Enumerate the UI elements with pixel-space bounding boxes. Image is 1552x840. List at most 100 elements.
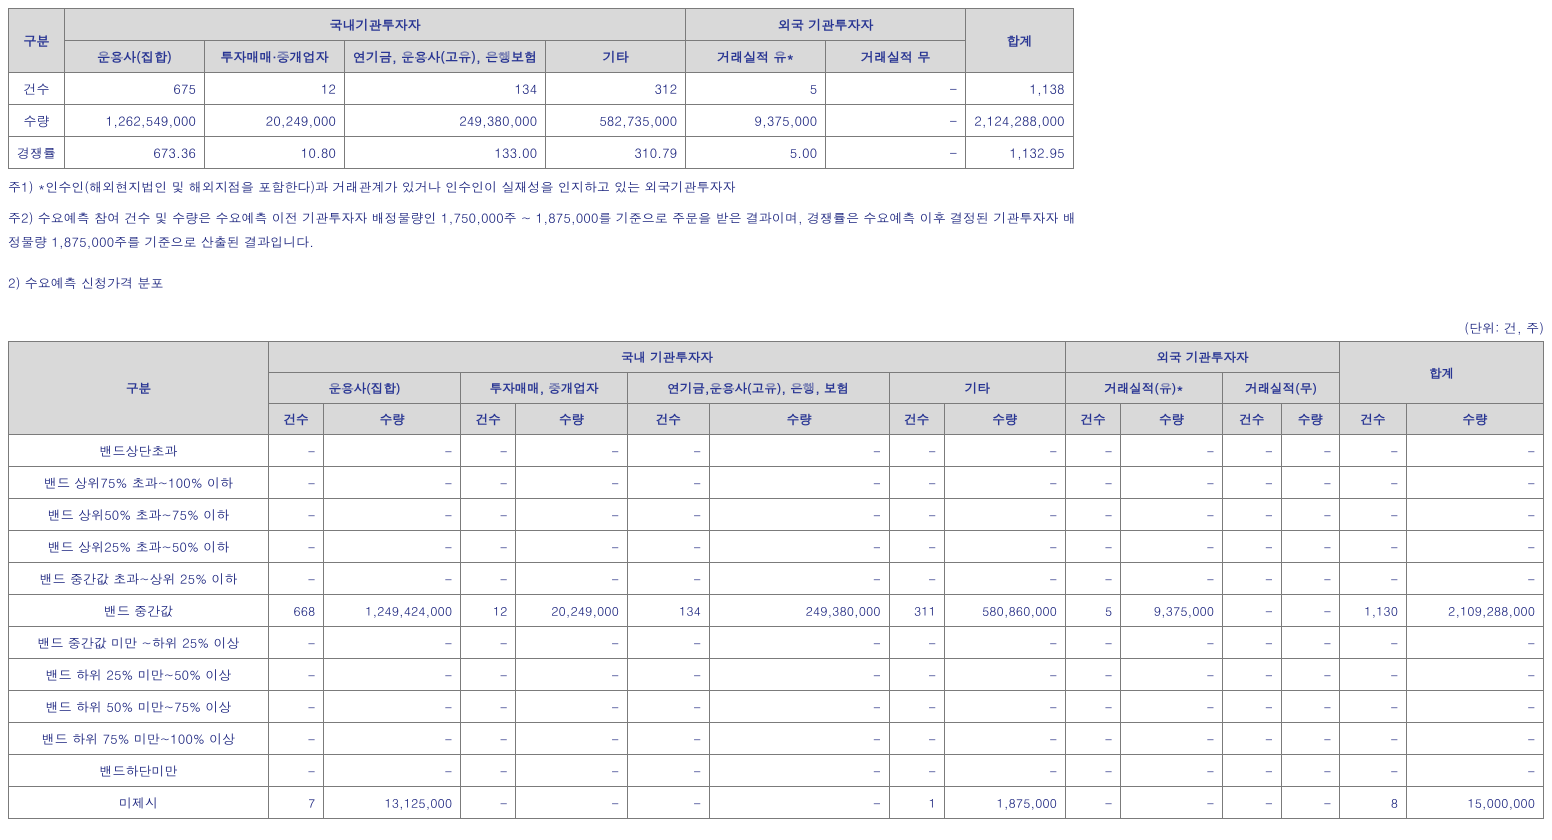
cell: - <box>944 435 1065 467</box>
cell: 9,375,000 <box>1121 595 1223 627</box>
cell: 249,380,000 <box>345 105 546 137</box>
cell: - <box>1121 531 1223 563</box>
t1-header-category: 구분 <box>9 9 65 73</box>
cell: - <box>269 435 324 467</box>
cell: - <box>826 73 966 105</box>
cell: - <box>709 627 889 659</box>
cell: - <box>889 499 944 531</box>
cell: - <box>1281 531 1340 563</box>
footnote-1: 주1) *인수인(해외현지법인 및 해외지점을 포함한다)과 거래관계가 있거나… <box>8 175 1544 200</box>
table-row: 밴드 상위50% 초과~75% 이하-------------- <box>9 499 1544 531</box>
cell: - <box>1065 435 1120 467</box>
t1-subhead: 기타 <box>546 41 686 73</box>
cell: - <box>269 659 324 691</box>
cell: - <box>826 105 966 137</box>
t2-leaf-header: 건수 <box>1065 404 1120 435</box>
cell: 582,735,000 <box>546 105 686 137</box>
cell: - <box>1121 659 1223 691</box>
cell: - <box>709 755 889 787</box>
cell: - <box>516 787 627 819</box>
cell: - <box>1281 755 1340 787</box>
cell: - <box>1340 563 1407 595</box>
t1-subhead: 거래실적 유* <box>686 41 826 73</box>
cell: - <box>1407 723 1544 755</box>
cell: - <box>709 499 889 531</box>
cell: - <box>1340 659 1407 691</box>
t2-group-header: 운용사(집합) <box>269 373 461 404</box>
cell: - <box>889 755 944 787</box>
cell: - <box>1065 531 1120 563</box>
table-row: 밴드 하위 25% 미만~50% 이상-------------- <box>9 659 1544 691</box>
cell: - <box>944 659 1065 691</box>
cell: - <box>627 755 709 787</box>
cell: - <box>516 531 627 563</box>
cell: - <box>324 723 461 755</box>
cell: - <box>461 563 516 595</box>
t2-header-foreign: 외국 기관투자자 <box>1065 342 1339 373</box>
cell: - <box>516 563 627 595</box>
cell: - <box>269 723 324 755</box>
cell: 2,124,288,000 <box>966 105 1073 137</box>
cell: - <box>1223 531 1282 563</box>
cell: - <box>709 563 889 595</box>
cell: 1,875,000 <box>944 787 1065 819</box>
cell: - <box>709 531 889 563</box>
cell: - <box>889 691 944 723</box>
cell: - <box>1121 755 1223 787</box>
cell: - <box>1281 595 1340 627</box>
cell: - <box>516 435 627 467</box>
row-label: 밴드하단미만 <box>9 755 269 787</box>
t2-leaf-header: 건수 <box>889 404 944 435</box>
cell: - <box>516 499 627 531</box>
cell: - <box>269 467 324 499</box>
table-row: 밴드 중간값 미만 ~하위 25% 이상-------------- <box>9 627 1544 659</box>
cell: - <box>269 531 324 563</box>
footnote-2: 주2) 수요예측 참여 건수 및 수량은 수요예측 이전 기관투자자 배정물량인… <box>8 206 1088 255</box>
cell: - <box>627 787 709 819</box>
cell: 15,000,000 <box>1407 787 1544 819</box>
cell: - <box>1281 787 1340 819</box>
cell: - <box>1223 723 1282 755</box>
cell: - <box>944 723 1065 755</box>
t1-subhead: 운용사(집합) <box>65 41 205 73</box>
cell: - <box>627 659 709 691</box>
cell: - <box>269 755 324 787</box>
cell: 12 <box>461 595 516 627</box>
cell: - <box>1065 627 1120 659</box>
cell: - <box>1223 659 1282 691</box>
cell: - <box>1065 499 1120 531</box>
cell: 675 <box>65 73 205 105</box>
cell: 5 <box>686 73 826 105</box>
cell: - <box>1281 563 1340 595</box>
cell: - <box>1065 659 1120 691</box>
cell: - <box>889 435 944 467</box>
t2-leaf-header: 수량 <box>516 404 627 435</box>
cell: - <box>324 563 461 595</box>
cell: - <box>889 531 944 563</box>
cell: - <box>627 435 709 467</box>
cell: - <box>944 627 1065 659</box>
row-label: 미제시 <box>9 787 269 819</box>
table-row: 밴드하단미만-------------- <box>9 755 1544 787</box>
cell: 8 <box>1340 787 1407 819</box>
t2-header-domestic: 국내 기관투자자 <box>269 342 1066 373</box>
cell: 13,125,000 <box>324 787 461 819</box>
cell: 133.00 <box>345 137 546 169</box>
cell: - <box>1223 563 1282 595</box>
cell: - <box>1223 627 1282 659</box>
cell: - <box>1407 691 1544 723</box>
cell: 580,860,000 <box>944 595 1065 627</box>
cell: 249,380,000 <box>709 595 889 627</box>
cell: - <box>1407 627 1544 659</box>
cell: - <box>944 755 1065 787</box>
cell: - <box>1407 499 1544 531</box>
cell: - <box>516 659 627 691</box>
cell: - <box>1065 723 1120 755</box>
cell: - <box>1281 723 1340 755</box>
t2-group-header: 투자매매, 중개업자 <box>461 373 628 404</box>
cell: - <box>627 467 709 499</box>
cell: - <box>516 691 627 723</box>
table-row: 밴드 하위 75% 미만~100% 이상-------------- <box>9 723 1544 755</box>
table-row: 밴드 하위 50% 미만~75% 이상-------------- <box>9 691 1544 723</box>
cell: - <box>826 137 966 169</box>
